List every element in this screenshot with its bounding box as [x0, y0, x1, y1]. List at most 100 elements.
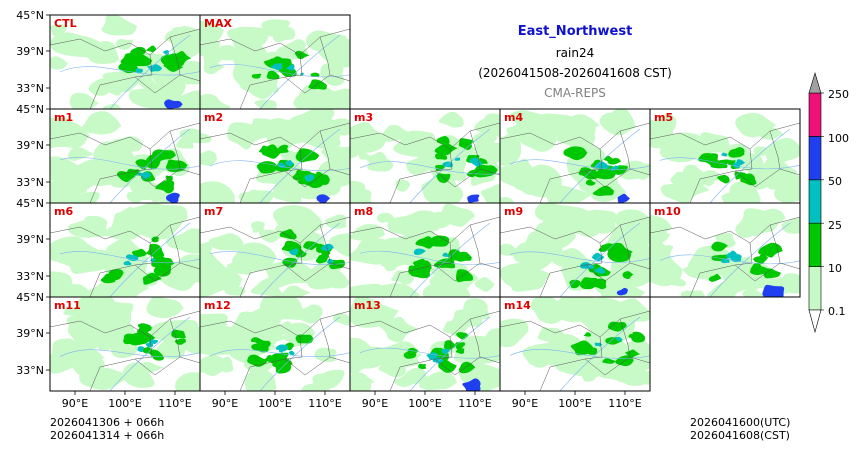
rain-area-heavy [721, 152, 728, 157]
rain-area-light [200, 93, 231, 109]
rain-area-light [254, 99, 277, 109]
river-line [259, 316, 341, 391]
panel-label: m7 [204, 205, 223, 218]
rain-area-light [530, 297, 575, 324]
rain-area-moderate [592, 278, 607, 290]
rain-area-heavy [286, 64, 295, 71]
lat-label: 45°N [16, 103, 44, 116]
rain-area-moderate [171, 330, 184, 337]
map-panel-m5 [650, 109, 800, 203]
footer-init-utc: 2026041306 + 066h [50, 416, 165, 429]
province-boundary [689, 262, 800, 297]
province-boundary [284, 36, 331, 78]
map-title-period: (2026041508-2026041608 CST) [478, 66, 672, 80]
river-line [559, 316, 641, 391]
map-panel-m7 [200, 203, 350, 297]
rain-area-moderate [258, 145, 276, 154]
rain-area-heavy [125, 254, 139, 262]
rain-area-very-heavy [164, 99, 183, 109]
map-title-region: East_Northwest [517, 24, 633, 39]
rain-area-light [706, 281, 738, 297]
lon-label: 90°E [362, 397, 388, 410]
colorbar-label-50: 50 [828, 175, 842, 188]
rain-area-very-heavy [617, 193, 630, 203]
rain-area-light [367, 155, 394, 172]
rain-area-moderate [415, 236, 439, 249]
rain-area-heavy [726, 250, 738, 259]
province-boundary [389, 356, 500, 391]
colorbar-over-arrow [808, 71, 822, 94]
rain-area-moderate [413, 258, 432, 270]
map-panel-m11 [50, 297, 200, 391]
rain-area-light [200, 150, 217, 166]
rain-area-light [358, 151, 371, 160]
rain-area-moderate [315, 254, 329, 264]
rain-area-very-heavy [616, 287, 628, 296]
rain-area-light [106, 225, 130, 240]
province-boundary [584, 224, 631, 266]
rain-area-light [273, 205, 320, 233]
rain-area-light [350, 283, 382, 297]
rain-area-moderate [585, 179, 596, 186]
rain-area-light [71, 355, 105, 378]
rain-area-light [350, 188, 372, 203]
rain-area-heavy [441, 348, 450, 355]
rain-area-light [261, 19, 290, 37]
rain-area-heavy [145, 342, 154, 348]
rain-area-light [139, 361, 165, 373]
colorbar-label-25: 25 [828, 219, 842, 232]
panel-label: m3 [354, 111, 373, 124]
rain-area-moderate [578, 167, 598, 177]
rain-area-light [565, 189, 585, 201]
rain-area-light [435, 183, 464, 203]
rain-area-moderate [433, 258, 456, 269]
river-line [409, 316, 491, 391]
rain-area-light [781, 217, 800, 234]
rain-area-light [122, 362, 155, 388]
rain-area-light [238, 39, 260, 55]
rain-area-light [330, 118, 350, 136]
rain-area-heavy [304, 174, 315, 182]
river-line [259, 34, 341, 109]
rain-area-light [166, 228, 200, 254]
rain-area-light [753, 146, 769, 157]
rain-area-light [88, 78, 115, 96]
rain-area-light [50, 24, 67, 36]
rain-area-moderate [100, 273, 116, 284]
river-line [509, 349, 650, 359]
lat-label: 39°N [16, 45, 44, 58]
rain-area-moderate [403, 350, 417, 359]
rain-area-moderate [458, 361, 476, 374]
rain-area-light [200, 181, 235, 203]
lon-label: 110°E [158, 397, 191, 410]
rain-area-heavy [615, 336, 623, 342]
rain-area-heavy [140, 171, 152, 179]
province-boundary [89, 74, 200, 109]
province-boundary [539, 168, 650, 203]
rain-area-light [317, 129, 341, 148]
province-boundary [734, 224, 781, 266]
rain-area-moderate [438, 359, 457, 373]
rain-area-light [350, 343, 392, 369]
rain-area-heavy [275, 344, 289, 352]
rain-area-light [419, 371, 457, 390]
rain-area-heavy [163, 50, 170, 55]
rain-area-light [65, 285, 95, 297]
rain-area-light [430, 265, 449, 277]
river-line [359, 161, 500, 175]
rain-area-heavy [289, 248, 299, 256]
river-line [709, 128, 791, 203]
map-panel-m8 [350, 203, 500, 297]
rain-area-light [640, 370, 650, 385]
province-boundary [584, 130, 631, 172]
rain-area-moderate [137, 323, 152, 332]
lat-label: 39°N [16, 139, 44, 152]
province-boundary [134, 224, 181, 266]
rain-area-moderate [455, 348, 465, 354]
rain-area-light [200, 248, 224, 281]
river-line [259, 128, 341, 203]
rain-area-light [300, 381, 330, 391]
rain-area-light [506, 121, 534, 139]
rain-area-light [596, 359, 648, 386]
rain-area-moderate [569, 279, 581, 289]
